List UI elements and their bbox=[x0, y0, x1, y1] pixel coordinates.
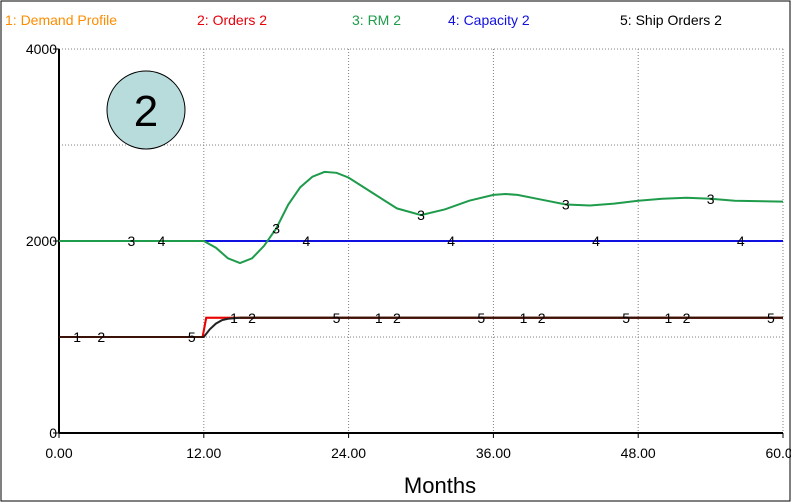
x-axis-label: Months bbox=[404, 473, 476, 498]
x-tick-label: 60.00 bbox=[765, 445, 791, 461]
y-tick-label: 4000 bbox=[26, 41, 57, 57]
x-tick-label: 24.00 bbox=[331, 445, 366, 461]
series-marker-3: 3 bbox=[128, 233, 136, 249]
series-marker-4: 4 bbox=[158, 233, 166, 249]
series-marker-1: 1 bbox=[73, 329, 81, 345]
series-line-3 bbox=[59, 170, 784, 265]
series-marker-5: 5 bbox=[767, 310, 775, 326]
badge-circle bbox=[106, 70, 186, 150]
series-marker-4: 4 bbox=[592, 233, 600, 249]
series-marker-5: 5 bbox=[333, 310, 341, 326]
series-marker-3: 3 bbox=[417, 207, 425, 223]
legend-demand: 1: Demand Profile bbox=[5, 12, 117, 28]
series-marker-3: 3 bbox=[707, 191, 715, 207]
badge: 2 bbox=[106, 70, 186, 150]
legend-orders: 2: Orders 2 bbox=[197, 12, 267, 28]
x-tick-label: 48.00 bbox=[621, 445, 656, 461]
legend: 1: Demand Profile 2: Orders 2 3: RM 2 4:… bbox=[5, 12, 722, 28]
legend-capacity: 4: Capacity 2 bbox=[448, 12, 530, 28]
legend-rm: 3: RM 2 bbox=[352, 12, 401, 28]
series-marker-2: 2 bbox=[97, 329, 105, 345]
series-marker-3: 3 bbox=[272, 221, 280, 237]
badge-number: 2 bbox=[134, 87, 158, 136]
series-marker-4: 4 bbox=[447, 233, 455, 249]
series-marker-1: 1 bbox=[375, 310, 383, 326]
series-marker-4: 4 bbox=[737, 233, 745, 249]
series-marker-1: 1 bbox=[230, 310, 238, 326]
series-marker-5: 5 bbox=[188, 329, 196, 345]
legend-ship-orders: 5: Ship Orders 2 bbox=[620, 12, 722, 28]
series-marker-5: 5 bbox=[622, 310, 630, 326]
x-tick-label: 12.00 bbox=[186, 445, 221, 461]
series-marker-3: 3 bbox=[562, 197, 570, 213]
series-line-5 bbox=[59, 316, 783, 338]
y-tick-label: 0 bbox=[49, 425, 57, 441]
series-marker-5: 5 bbox=[477, 310, 485, 326]
y-tick-label: 2000 bbox=[26, 233, 57, 249]
series-lines bbox=[59, 170, 784, 338]
series-marker-2: 2 bbox=[538, 310, 546, 326]
series-marker-1: 1 bbox=[520, 310, 528, 326]
series-marker-2: 2 bbox=[393, 310, 401, 326]
series-marker-4: 4 bbox=[302, 233, 310, 249]
series-marker-1: 1 bbox=[664, 310, 672, 326]
x-tick-label: 0.00 bbox=[45, 445, 72, 461]
x-tick-label: 36.00 bbox=[476, 445, 511, 461]
series-marker-2: 2 bbox=[248, 310, 256, 326]
series-marker-2: 2 bbox=[683, 310, 691, 326]
